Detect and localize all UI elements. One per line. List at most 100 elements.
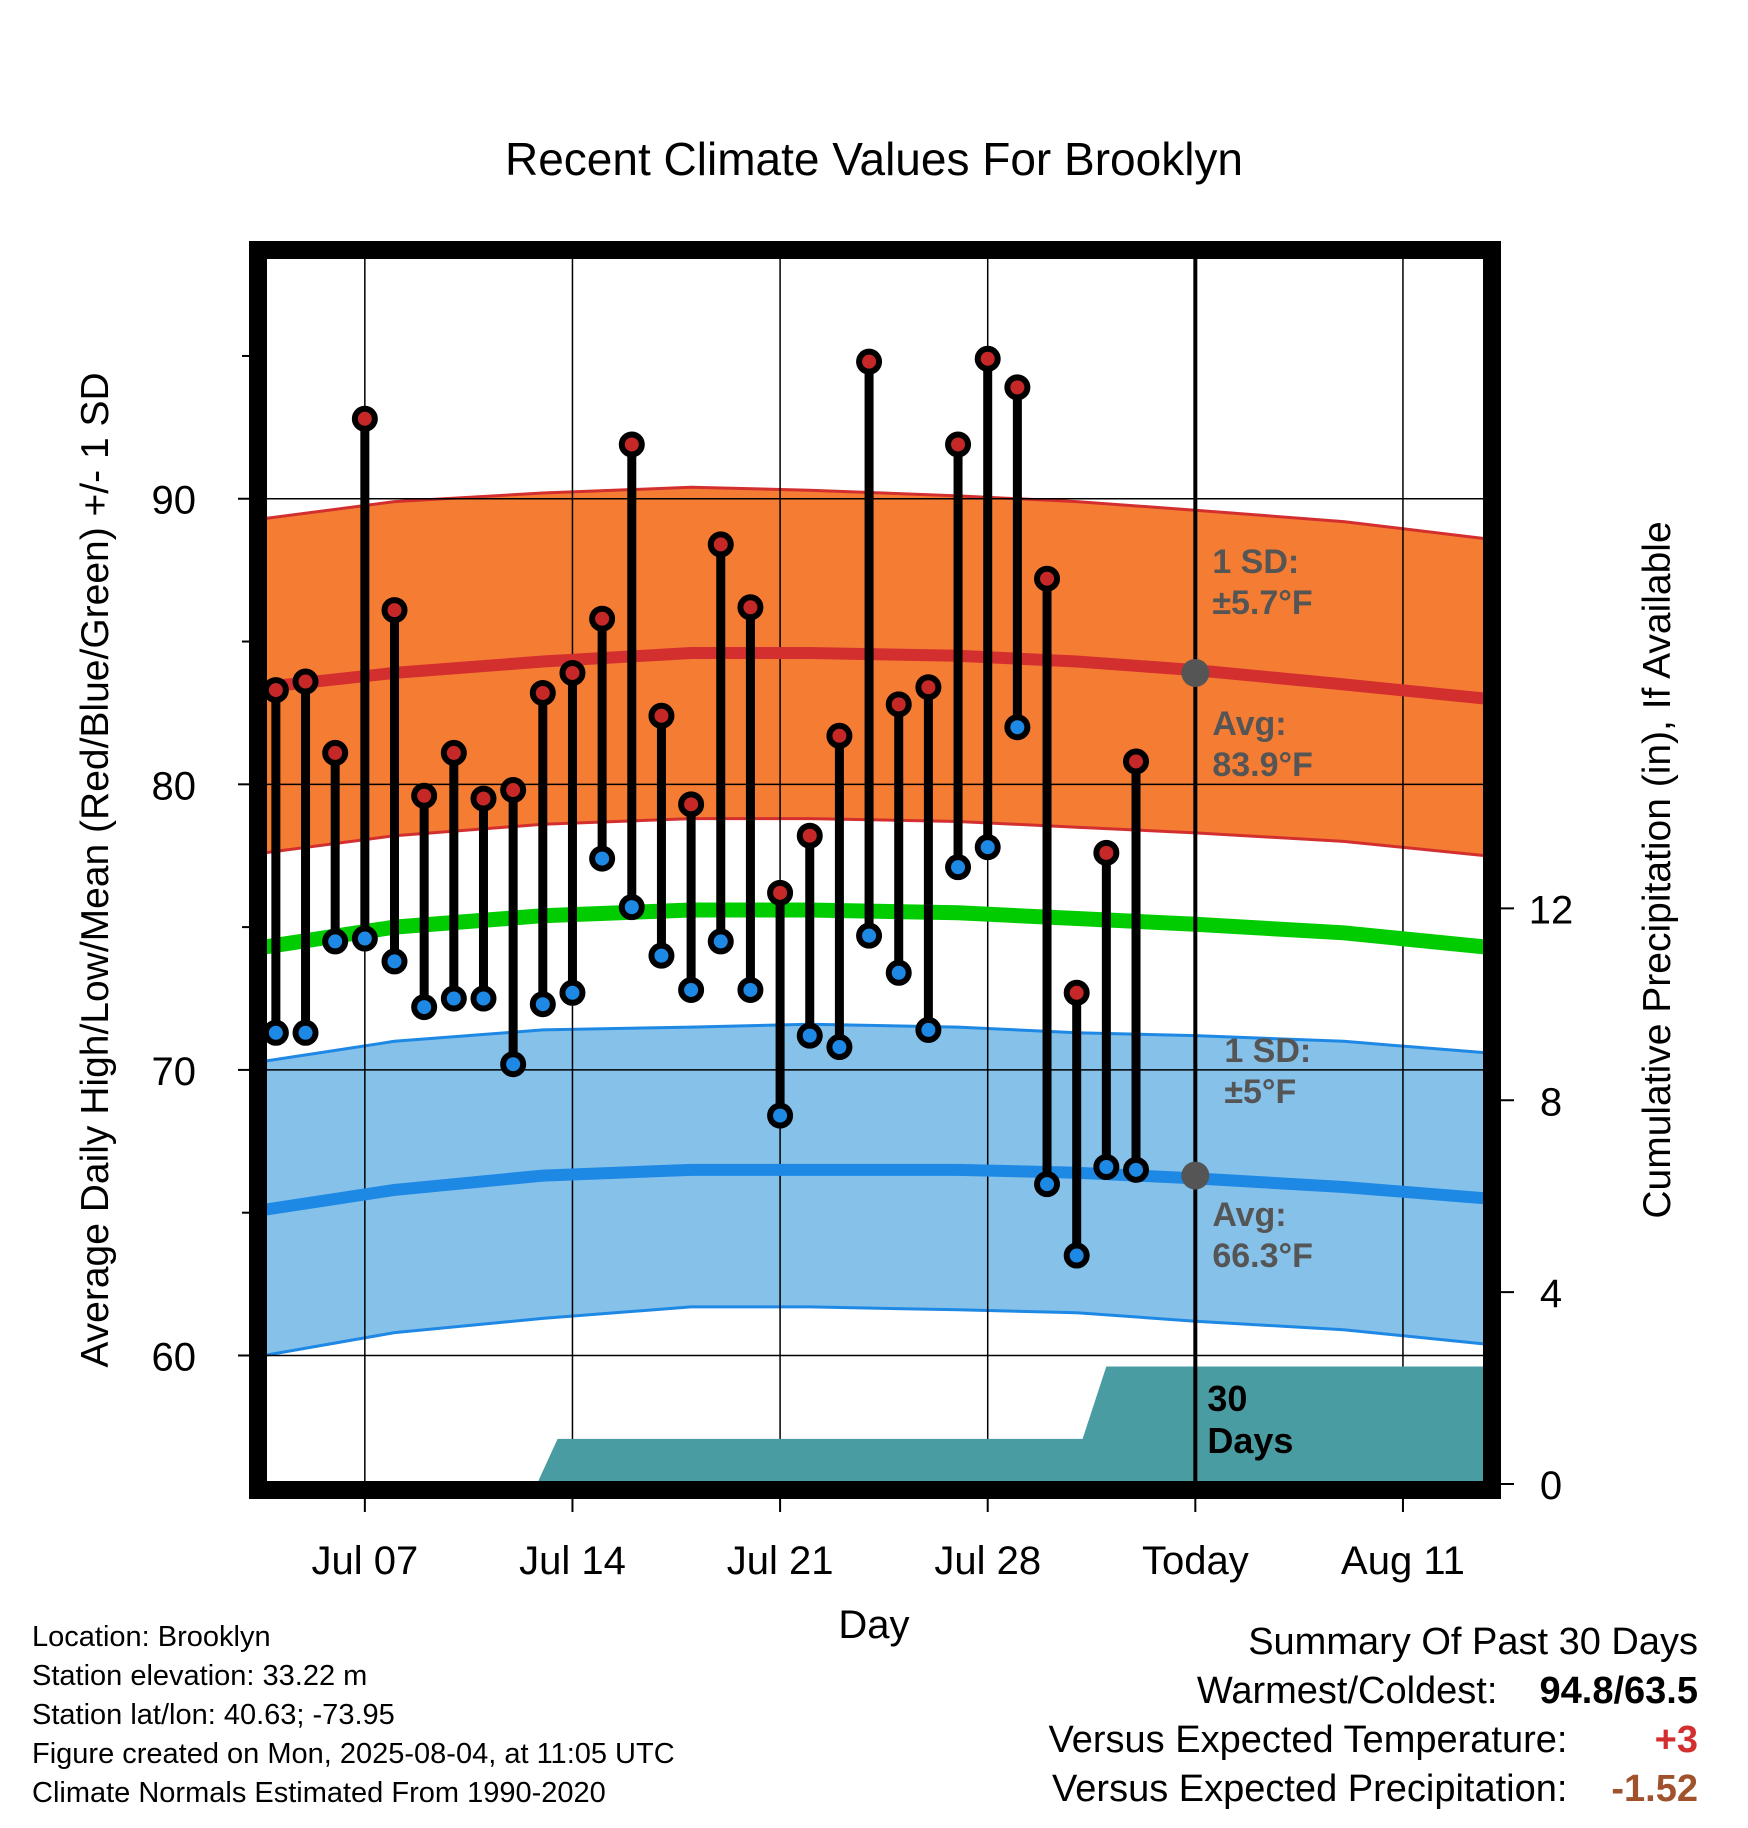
high-point [1063,979,1090,1006]
low-sd-band-lower-edge [264,1305,1486,1357]
high-point [470,785,497,812]
y2-tick-label-12: 12 [1529,888,1574,932]
low-sd-label: 1 SD: [1224,1032,1311,1070]
high-sd-value: ±5.7°F [1212,584,1312,622]
y2-axis-label: Cumulative Precipitation (in), If Availa… [1636,521,1679,1218]
y2-tick-label-4: 4 [1540,1272,1562,1316]
low-point [767,1102,794,1129]
info-elevation: Station elevation: 33.22 m [32,1660,368,1692]
low-point [974,834,1001,861]
high-point [856,348,883,375]
low-point [618,894,645,921]
station-info: Location: Brooklyn Station elevation: 33… [32,1618,675,1813]
normal-mean-line [264,902,1486,955]
low-point [589,845,616,872]
low-point [262,1019,289,1046]
high-point [440,739,467,766]
x-tick-label-42: Aug 11 [1341,1539,1465,1583]
low-point [470,985,497,1012]
today-low-avg-marker [1181,1161,1210,1190]
low-point [885,959,912,986]
high-point [737,594,764,621]
y-tick-label-90: 90 [152,479,197,523]
x-tick-label-7: Jul 07 [311,1539,418,1583]
precip-label: Versus Expected Precipitation: [1052,1768,1568,1810]
chart-title: Recent Climate Values For Brooklyn [505,133,1243,185]
right-axis-ticks: 0 4 8 12 [1501,888,1573,1508]
low-point [796,1022,823,1049]
info-latlon: Station lat/lon: 40.63; -73.95 [32,1699,395,1731]
low-avg-value: 66.3°F [1212,1237,1313,1275]
info-normals: Climate Normals Estimated From 1990-2020 [32,1777,606,1809]
low-point [1093,1154,1120,1181]
high-point [826,722,853,749]
low-point [411,994,438,1021]
warm-cold-value: 94.8/63.5 [1539,1670,1698,1712]
x-tick-label-21: Jul 21 [727,1539,834,1583]
high-point [411,782,438,809]
temp-value: +3 [1654,1719,1698,1761]
high-point [945,431,972,458]
low-point [292,1019,319,1046]
high-point [262,677,289,704]
info-location: Location: Brooklyn [32,1621,271,1653]
high-point [529,679,556,706]
normal-low-line [264,1163,1486,1216]
low-point [707,928,734,955]
high-point [885,691,912,718]
summary-warm-cold: Warmest/Coldest: 94.8/63.5 [1049,1667,1698,1716]
high-point [351,405,378,432]
precip-days-label: Days [1207,1420,1293,1461]
warm-cold-label: Warmest/Coldest: [1196,1670,1498,1712]
high-point [618,431,645,458]
low-point [440,985,467,1012]
high-avg-label: Avg: [1212,705,1286,743]
high-point [648,702,675,729]
low-point [737,976,764,1003]
y-axis-label: Average Daily High/Low/Mean (Red/Blue/Gr… [74,372,117,1367]
low-point [1034,1171,1061,1198]
high-sd-band-lower-edge [264,817,1486,858]
precip-days-number: 30 [1207,1378,1247,1419]
high-point [707,531,734,558]
high-point [589,605,616,632]
today-line-group [1181,256,1210,1484]
low-sd-value: ±5°F [1224,1073,1296,1111]
low-point [826,1034,853,1061]
high-point [381,597,408,624]
low-point [381,948,408,975]
precipitation-area [536,1366,1486,1484]
low-point [648,942,675,969]
y-tick-label-80: 80 [152,764,197,808]
normal-lines [264,647,1486,1216]
low-point [559,979,586,1006]
high-point [292,668,319,695]
high-point [678,791,705,818]
high-sd-band-upper-edge [264,485,1486,541]
today-high-avg-marker [1181,658,1210,687]
info-created: Figure created on Mon, 2025-08-04, at 11… [32,1738,675,1770]
temp-label: Versus Expected Temperature: [1048,1719,1568,1761]
precip-area [536,1366,1486,1484]
low-point [678,976,705,1003]
low-sd-band [264,1024,1486,1356]
high-point [322,739,349,766]
low-point [500,1051,527,1078]
low-point [322,928,349,955]
high-point [1093,839,1120,866]
low-avg-label: Avg: [1212,1196,1286,1234]
y-tick-label-60: 60 [152,1335,197,1379]
high-point [500,777,527,804]
low-point [1063,1242,1090,1269]
summary-panel: Summary Of Past 30 Days Warmest/Coldest:… [1049,1618,1698,1814]
high-point [1034,565,1061,592]
plot-frame [249,241,1501,1499]
x-tick-label-28: Jul 28 [934,1539,1041,1583]
low-point [1123,1156,1150,1183]
high-point [767,879,794,906]
x-tick-label-14: Jul 14 [519,1539,626,1583]
low-point [1004,714,1031,741]
low-point [856,922,883,949]
